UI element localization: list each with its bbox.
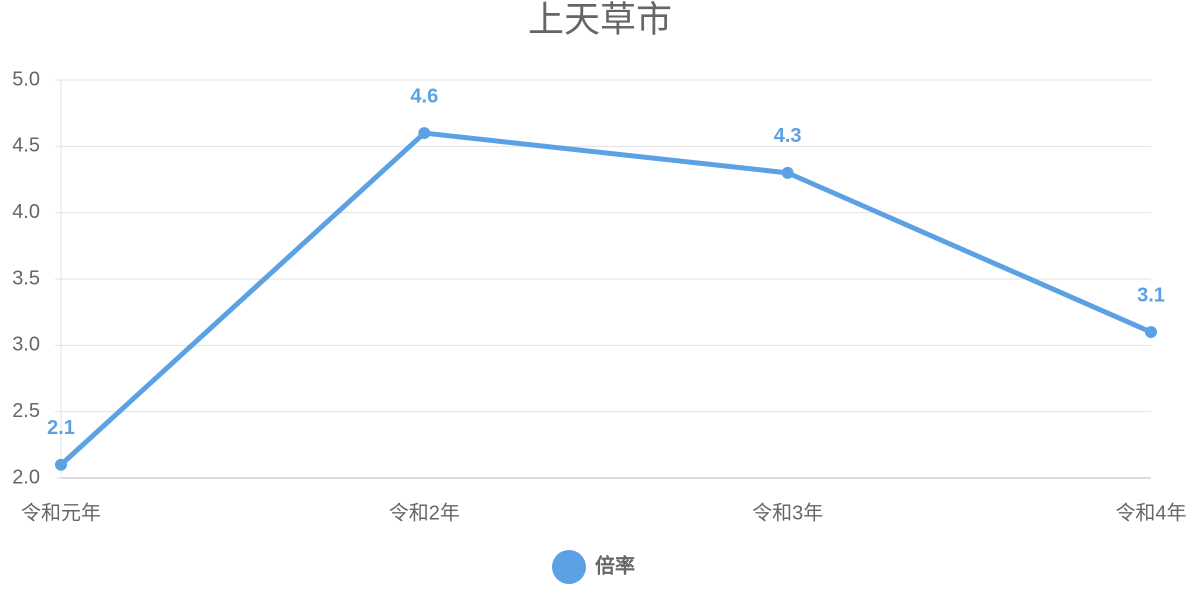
data-label: 2.1 [47,417,75,439]
y-tick-label: 2.0 [12,466,40,488]
x-tick-label: 令和元年 [21,501,101,524]
data-label: 4.3 [774,125,802,147]
point [55,458,67,471]
x-tick-label: 令和2年 [389,501,460,524]
y-tick-label: 3.5 [12,267,40,289]
legend-label: 倍率 [595,553,635,577]
y-tick-label: 3.0 [12,334,40,356]
line [59,130,1153,467]
x-tick-label: 令和4年 [1115,501,1186,524]
point [1145,326,1157,339]
y-tick-label: 4.5 [12,135,40,157]
data-label: 4.6 [410,85,438,107]
y-tick-label: 2.5 [12,400,40,422]
data-label: 3.1 [1137,284,1165,306]
y-tick-label: 5.0 [12,68,40,90]
point [418,127,431,140]
y-tick-label: 4.0 [12,201,40,223]
legend-marker [552,550,586,584]
x-tick-label: 令和3年 [752,501,823,524]
point [781,166,794,179]
chart-title: 上天草市 [528,0,672,40]
